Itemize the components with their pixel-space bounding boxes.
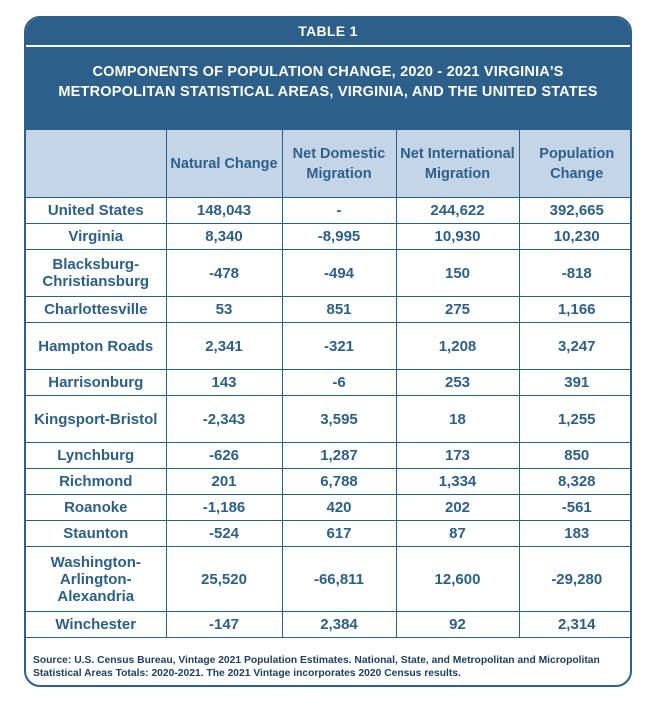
population-change-cell: 10,230 — [518, 223, 630, 250]
net-domestic-migration-cell: - — [281, 197, 397, 224]
natural-change-cell: -147 — [165, 611, 283, 638]
natural-change-cell: 143 — [165, 369, 283, 396]
net-domestic-migration-cell: -8,995 — [281, 223, 397, 250]
natural-change-cell: 2,341 — [165, 322, 283, 370]
column-header-natural-change: Natural Change — [165, 130, 283, 198]
net-domestic-migration-cell: -66,811 — [281, 546, 397, 612]
area-name: United States — [26, 197, 167, 224]
net-domestic-migration-cell: -321 — [281, 322, 397, 370]
population-change-cell: 392,665 — [518, 197, 630, 224]
net-international-migration-cell: 12,600 — [395, 546, 520, 612]
column-header-net-international-migration: Net International Migration — [395, 130, 520, 198]
population-change-cell: 8,328 — [518, 468, 630, 495]
population-change-cell: -818 — [518, 249, 630, 297]
population-change-cell: -29,280 — [518, 546, 630, 612]
natural-change-cell: 25,520 — [165, 546, 283, 612]
net-international-migration-cell: 87 — [395, 520, 520, 547]
source-note: Source: U.S. Census Bureau, Vintage 2021… — [33, 655, 600, 679]
net-domestic-migration-cell: 851 — [281, 296, 397, 323]
net-domestic-migration-cell: 1,287 — [281, 442, 397, 469]
table-row: Lynchburg -626 1,287 173 850 — [26, 442, 630, 469]
net-domestic-migration-cell: 3,595 — [281, 395, 397, 443]
net-international-migration-cell: 1,334 — [395, 468, 520, 495]
table-row: Kingsport-Bristol -2,343 3,595 18 1,255 — [26, 395, 630, 443]
population-change-cell: 183 — [518, 520, 630, 547]
net-international-migration-cell: 202 — [395, 494, 520, 521]
net-domestic-migration-cell: 617 — [281, 520, 397, 547]
table-row: Richmond 201 6,788 1,334 8,328 — [26, 468, 630, 495]
net-international-migration-cell: 253 — [395, 369, 520, 396]
table-row: Staunton -524 617 87 183 — [26, 520, 630, 547]
population-change-cell: 391 — [518, 369, 630, 396]
population-change-cell: -561 — [518, 494, 630, 521]
area-name: Roanoke — [26, 494, 167, 521]
population-change-cell: 850 — [518, 442, 630, 469]
area-name: Charlottesville — [26, 296, 167, 323]
natural-change-cell: 8,340 — [165, 223, 283, 250]
net-domestic-migration-cell: -6 — [281, 369, 397, 396]
net-international-migration-cell: 1,208 — [395, 322, 520, 370]
table-row: Blacksburg-Christiansburg -478 -494 150 … — [26, 249, 630, 297]
net-domestic-migration-cell: -494 — [281, 249, 397, 297]
population-change-cell: 3,247 — [518, 322, 630, 370]
population-change-cell: 1,255 — [518, 395, 630, 443]
net-international-migration-cell: 10,930 — [395, 223, 520, 250]
table-row: Roanoke -1,186 420 202 -561 — [26, 494, 630, 521]
table-row: Charlottesville 53 851 275 1,166 — [26, 296, 630, 323]
area-name: Blacksburg-Christiansburg — [26, 249, 167, 297]
net-domestic-migration-cell: 6,788 — [281, 468, 397, 495]
net-international-migration-cell: 173 — [395, 442, 520, 469]
area-name: Hampton Roads — [26, 322, 167, 370]
net-international-migration-cell: 92 — [395, 611, 520, 638]
table-row: United States 148,043 - 244,622 392,665 — [26, 197, 630, 224]
table-row: Winchester -147 2,384 92 2,314 — [26, 611, 630, 638]
column-header-row: Natural Change Net Domestic Migration Ne… — [26, 130, 630, 198]
table-row: Washington-Arlington-Alexandria 25,520 -… — [26, 546, 630, 612]
net-international-migration-cell: 275 — [395, 296, 520, 323]
net-domestic-migration-cell: 420 — [281, 494, 397, 521]
column-header-net-domestic-migration: Net Domestic Migration — [281, 130, 397, 198]
net-international-migration-cell: 244,622 — [395, 197, 520, 224]
population-change-cell: 2,314 — [518, 611, 630, 638]
table-header: TABLE 1 COMPONENTS OF POPULATION CHANGE,… — [26, 18, 630, 132]
population-table-card: TABLE 1 COMPONENTS OF POPULATION CHANGE,… — [24, 16, 632, 687]
header-divider — [26, 45, 630, 47]
table-row: Harrisonburg 143 -6 253 391 — [26, 369, 630, 396]
column-header-population-change: Population Change — [518, 130, 630, 198]
table-number: TABLE 1 — [298, 23, 358, 39]
natural-change-cell: 148,043 — [165, 197, 283, 224]
area-name: Lynchburg — [26, 442, 167, 469]
area-name: Richmond — [26, 468, 167, 495]
area-name: Harrisonburg — [26, 369, 167, 396]
area-name: Washington-Arlington-Alexandria — [26, 546, 167, 612]
natural-change-cell: -2,343 — [165, 395, 283, 443]
area-name: Winchester — [26, 611, 167, 638]
area-name: Staunton — [26, 520, 167, 547]
natural-change-cell: -478 — [165, 249, 283, 297]
population-change-cell: 1,166 — [518, 296, 630, 323]
net-domestic-migration-cell: 2,384 — [281, 611, 397, 638]
net-international-migration-cell: 150 — [395, 249, 520, 297]
area-name: Virginia — [26, 223, 167, 250]
area-name: Kingsport-Bristol — [26, 395, 167, 443]
natural-change-cell: 53 — [165, 296, 283, 323]
net-international-migration-cell: 18 — [395, 395, 520, 443]
table-row: Hampton Roads 2,341 -321 1,208 3,247 — [26, 322, 630, 370]
natural-change-cell: -626 — [165, 442, 283, 469]
column-header-area — [26, 130, 167, 198]
natural-change-cell: 201 — [165, 468, 283, 495]
natural-change-cell: -524 — [165, 520, 283, 547]
table-title: COMPONENTS OF POPULATION CHANGE, 2020 - … — [58, 64, 598, 100]
population-change-table: Natural Change Net Domestic Migration Ne… — [26, 130, 630, 638]
table-row: Virginia 8,340 -8,995 10,930 10,230 — [26, 223, 630, 250]
natural-change-cell: -1,186 — [165, 494, 283, 521]
